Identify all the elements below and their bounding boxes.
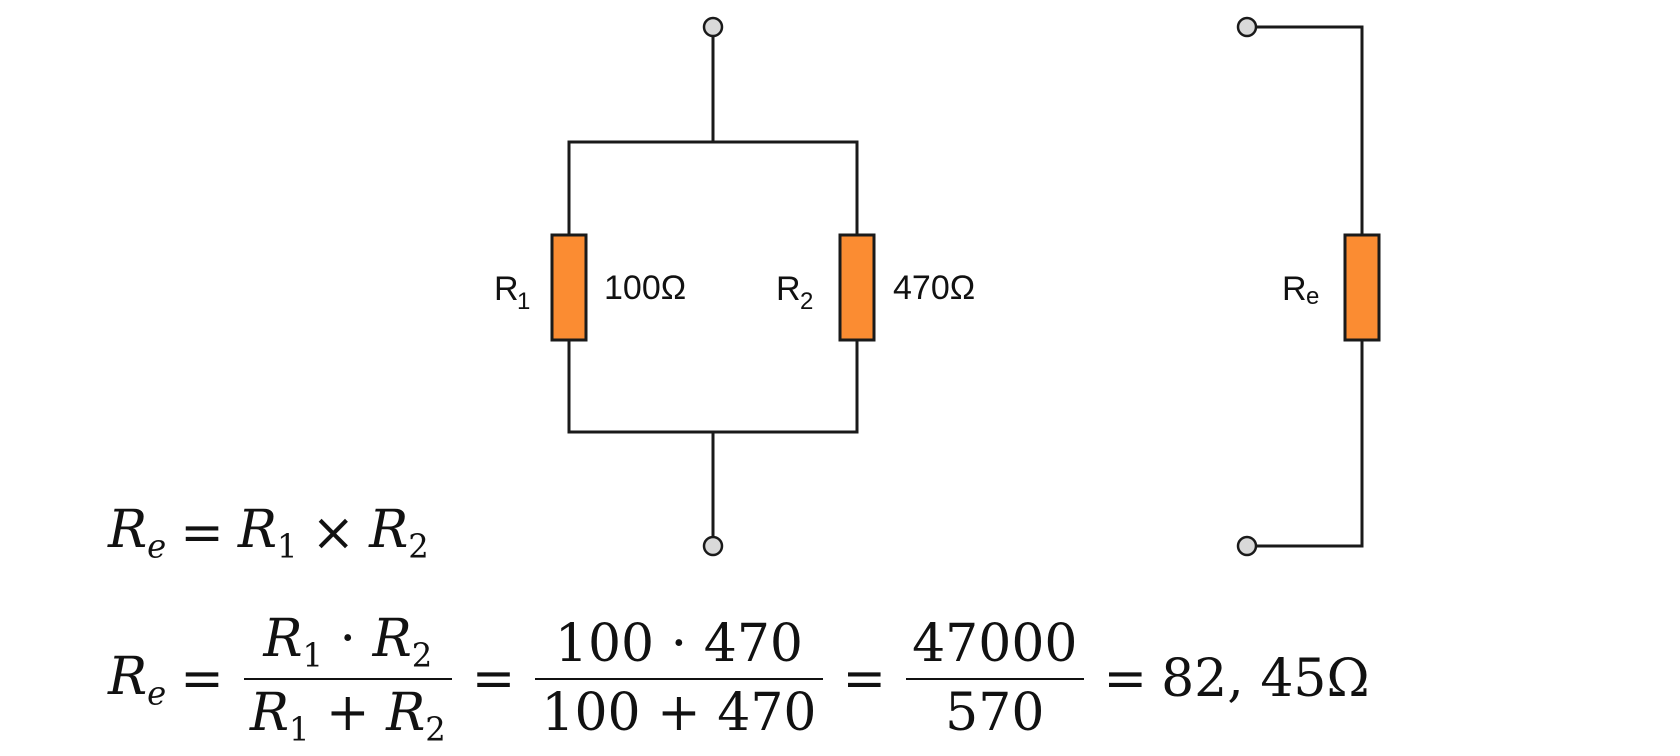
r2-index: 2 — [800, 288, 813, 315]
resistor-r2 — [838, 233, 876, 342]
r2-value: 470Ω — [893, 269, 975, 307]
fraction-numeric-numerator: 100 · 470 — [535, 614, 823, 681]
r2-label: R — [776, 270, 801, 308]
eq2-lhs: Re — [108, 646, 167, 713]
eq2-result: 82, 45Ω — [1161, 649, 1370, 710]
fraction-simplified-numerator: 47000 — [906, 614, 1084, 681]
eq2-equals-3: = — [842, 649, 887, 710]
r1-index: 1 — [517, 288, 530, 315]
re-bottom-terminal — [1236, 535, 1258, 557]
resistor-re — [1343, 233, 1381, 342]
r1-label: R — [494, 270, 519, 308]
top-terminal — [702, 16, 724, 38]
eq1-lhs: Re — [108, 500, 167, 566]
eq1-r1: R1 — [237, 500, 298, 566]
equation-product: Re = R1 × R2 — [108, 500, 429, 565]
fraction-numeric: 100 · 470 100 + 470 — [535, 614, 823, 745]
fraction-symbolic-numerator: R1 · R2 — [243, 609, 452, 681]
eq2-equals-1: = — [180, 649, 224, 710]
parallel-circuit: R 1 100Ω R 2 470Ω — [494, 16, 975, 557]
fraction-numeric-denominator: 100 + 470 — [541, 683, 817, 744]
re-top-terminal — [1236, 16, 1258, 38]
eq1-r2: R2 — [369, 500, 429, 566]
fraction-symbolic: R1 · R2 R1 + R2 — [243, 609, 452, 749]
re-label: R — [1282, 270, 1307, 308]
fraction-simplified-denominator: 570 — [945, 683, 1045, 744]
re-index: e — [1306, 283, 1319, 310]
fraction-simplified: 47000 570 — [906, 614, 1084, 745]
eq1-equals: = — [180, 502, 224, 563]
bottom-terminal — [702, 535, 724, 557]
r1-value: 100Ω — [604, 269, 686, 307]
eq2-equals-4: = — [1103, 649, 1148, 710]
eq1-times: × — [311, 502, 356, 563]
equivalent-circuit: R e — [1236, 16, 1381, 557]
fraction-symbolic-denominator: R1 + R2 — [249, 683, 446, 749]
resistor-r1 — [550, 233, 588, 342]
eq2-equals-2: = — [471, 649, 516, 710]
equation-parallel: Re = R1 · R2 R1 + R2 = 100 · 470 100 + 4… — [108, 609, 1370, 749]
